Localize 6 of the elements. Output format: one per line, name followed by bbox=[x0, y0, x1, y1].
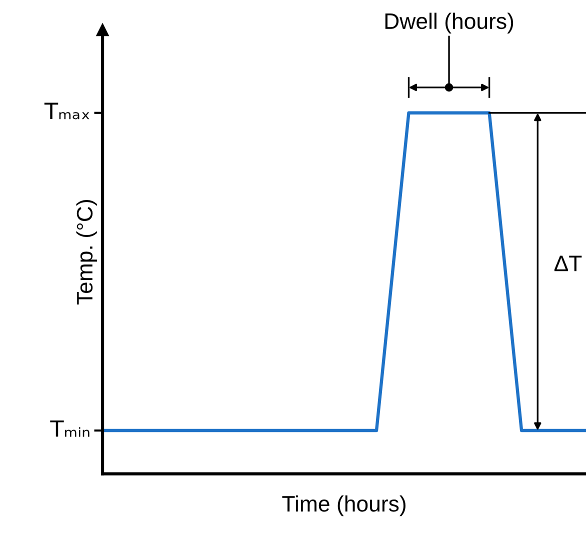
text: Tₘᵢₙ bbox=[50, 420, 90, 437]
text: Dwell (hours) bbox=[385, 12, 514, 34]
y-axis-title: Temp. (°C) bbox=[76, 200, 97, 305]
text: Tₘₐₓ bbox=[44, 102, 90, 120]
x-axis-title: Time (hours) bbox=[282, 495, 406, 516]
annotation: ΔT bbox=[554, 256, 582, 272]
